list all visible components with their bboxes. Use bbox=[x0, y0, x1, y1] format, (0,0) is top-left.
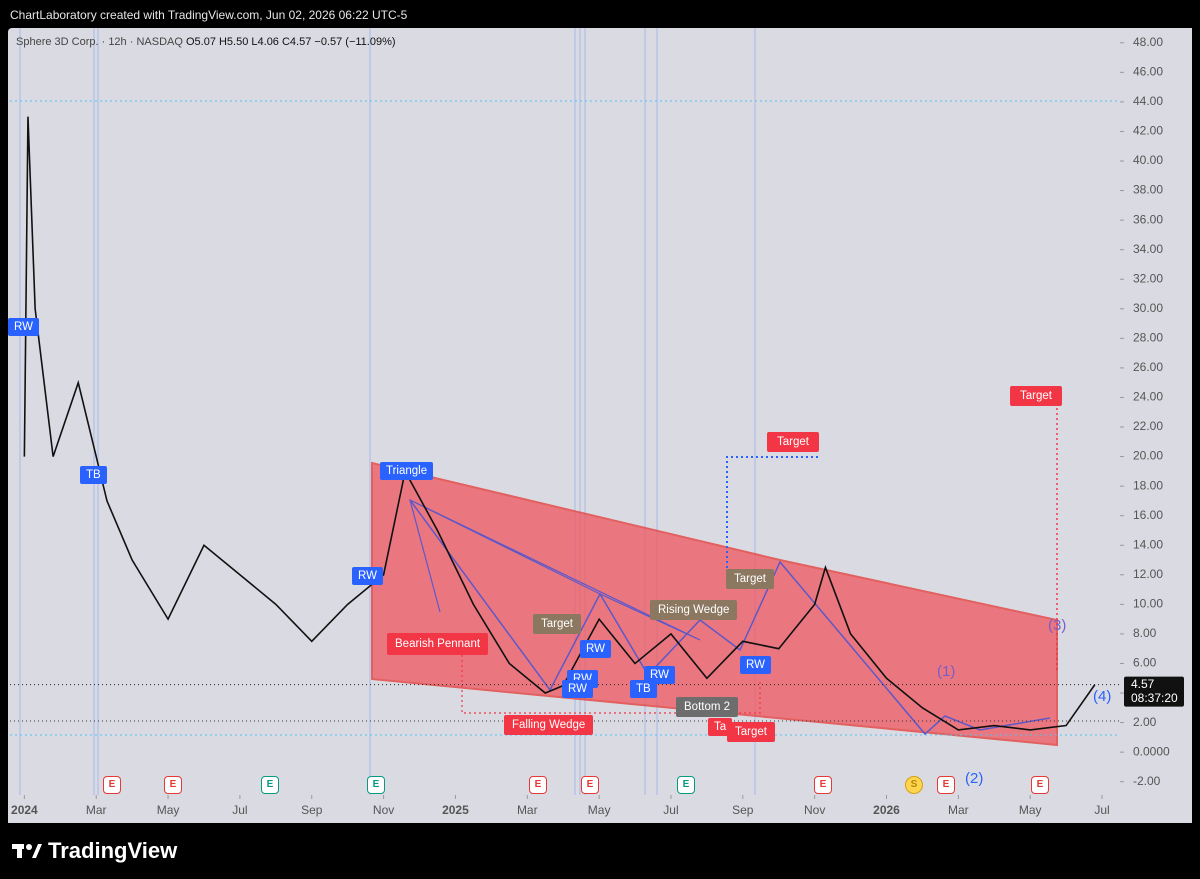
y-tick-label: 48.00 bbox=[1133, 35, 1163, 49]
x-tick-label: Mar bbox=[948, 803, 969, 817]
annotation: Bottom 2 bbox=[676, 697, 739, 717]
x-tick-label: Sep bbox=[301, 803, 323, 817]
pattern-lines bbox=[409, 499, 1051, 736]
annotation: RW bbox=[8, 318, 39, 336]
y-tick-label: 2.00 bbox=[1133, 715, 1157, 729]
y-tick-label: 12.00 bbox=[1133, 567, 1163, 581]
y-tick-label: -2.00 bbox=[1133, 774, 1161, 788]
y-tick-label: 16.00 bbox=[1133, 508, 1163, 522]
x-tick-label: 2026 bbox=[873, 803, 900, 817]
x-tick-label: Nov bbox=[804, 803, 825, 817]
logo-icon bbox=[12, 844, 42, 858]
y-tick-label: 36.00 bbox=[1133, 212, 1163, 226]
x-tick-label: May bbox=[588, 803, 611, 817]
x-tick-label: Mar bbox=[86, 803, 107, 817]
x-tick-label: Sep bbox=[732, 803, 754, 817]
event-marker: E bbox=[164, 776, 182, 794]
annotation: Ta bbox=[708, 718, 733, 736]
y-tick-label: 38.00 bbox=[1133, 183, 1163, 197]
wave-label: (1) bbox=[937, 663, 956, 680]
annotation: TB bbox=[630, 680, 657, 698]
price-line bbox=[23, 116, 1096, 731]
y-tick-label: 46.00 bbox=[1133, 65, 1163, 79]
annotation: Target bbox=[727, 722, 775, 742]
y-tick-label: 40.00 bbox=[1133, 153, 1163, 167]
last-price-label: 4.57 bbox=[1131, 677, 1155, 691]
legend: Sphere 3D Corp. · 12h · NASDAQ O5.07 H5.… bbox=[16, 36, 396, 48]
wave-label: (3) bbox=[1048, 617, 1067, 634]
pattern-lines bbox=[409, 498, 701, 641]
y-tick-label: 10.00 bbox=[1133, 597, 1163, 611]
ohlc: O5.07 H5.50 L4.06 C4.57 −0.57 (−11.09%) bbox=[185, 36, 396, 48]
event-marker: E bbox=[529, 776, 547, 794]
annotation: RW bbox=[580, 640, 611, 658]
y-tick-label: 8.00 bbox=[1133, 626, 1157, 640]
annotation: RW bbox=[740, 656, 771, 674]
y-tick-label: 6.00 bbox=[1133, 656, 1157, 670]
y-tick-label: 22.00 bbox=[1133, 419, 1163, 433]
y-tick-label: 0.0000 bbox=[1133, 744, 1170, 758]
y-tick-label: 32.00 bbox=[1133, 271, 1163, 285]
annotation: Target bbox=[726, 569, 774, 589]
y-tick-label: 34.00 bbox=[1133, 242, 1163, 256]
last-price-box bbox=[1124, 676, 1184, 707]
countdown-label: 08:37:20 bbox=[1131, 691, 1178, 705]
logo-text: TradingView bbox=[48, 838, 178, 863]
event-marker: E bbox=[581, 776, 599, 794]
y-tick-label: 44.00 bbox=[1133, 94, 1163, 108]
event-marker: E bbox=[677, 776, 695, 794]
y-tick-label: 24.00 bbox=[1133, 390, 1163, 404]
y-tick-label: 26.00 bbox=[1133, 360, 1163, 374]
time-scale bbox=[8, 795, 1192, 823]
event-marker: E bbox=[367, 776, 385, 794]
x-tick-label: 2024 bbox=[11, 803, 38, 817]
y-tick-label: 30.00 bbox=[1133, 301, 1163, 315]
header-title: ChartLaboratory created with TradingView… bbox=[10, 8, 408, 22]
x-tick-label: Jul bbox=[1094, 803, 1109, 817]
annotation: Target bbox=[1010, 386, 1062, 406]
x-tick-label: Jul bbox=[232, 803, 247, 817]
y-tick-label: 20.00 bbox=[1133, 449, 1163, 463]
x-tick-label: May bbox=[1019, 803, 1042, 817]
event-marker: E bbox=[1031, 776, 1049, 794]
event-marker: E bbox=[814, 776, 832, 794]
x-tick-label: 2025 bbox=[442, 803, 469, 817]
x-tick-label: Nov bbox=[373, 803, 394, 817]
annotation: Triangle bbox=[380, 462, 434, 480]
x-tick-label: Mar bbox=[517, 803, 538, 817]
event-marker: E bbox=[937, 776, 955, 794]
annotation: TB bbox=[80, 466, 107, 484]
annotation: RW bbox=[644, 666, 675, 684]
y-tick-label: 14.00 bbox=[1133, 537, 1163, 551]
annotation: Target bbox=[533, 614, 581, 634]
x-tick-label: May bbox=[157, 803, 180, 817]
y-tick-label: 18.00 bbox=[1133, 478, 1163, 492]
annotation: Rising Wedge bbox=[650, 600, 738, 620]
annotation: RW bbox=[352, 567, 383, 585]
logo: TradingView bbox=[12, 838, 177, 864]
event-marker: E bbox=[103, 776, 121, 794]
event-marker: E bbox=[261, 776, 279, 794]
x-tick-label: Jul bbox=[663, 803, 678, 817]
event-marker: S bbox=[905, 776, 923, 794]
target-line bbox=[726, 456, 820, 568]
wave-label: (2) bbox=[965, 770, 984, 787]
annotation: Bearish Pennant bbox=[387, 633, 489, 655]
wave-label: (4) bbox=[1093, 688, 1112, 705]
symbol: Sphere 3D Corp. · 12h · NASDAQ bbox=[16, 36, 183, 48]
annotation: Target bbox=[767, 432, 819, 452]
y-tick-label: 28.00 bbox=[1133, 331, 1163, 345]
annotation: RW bbox=[562, 680, 593, 698]
y-tick-label: 42.00 bbox=[1133, 124, 1163, 138]
annotation: Falling Wedge bbox=[504, 715, 594, 735]
target-line bbox=[461, 650, 761, 714]
